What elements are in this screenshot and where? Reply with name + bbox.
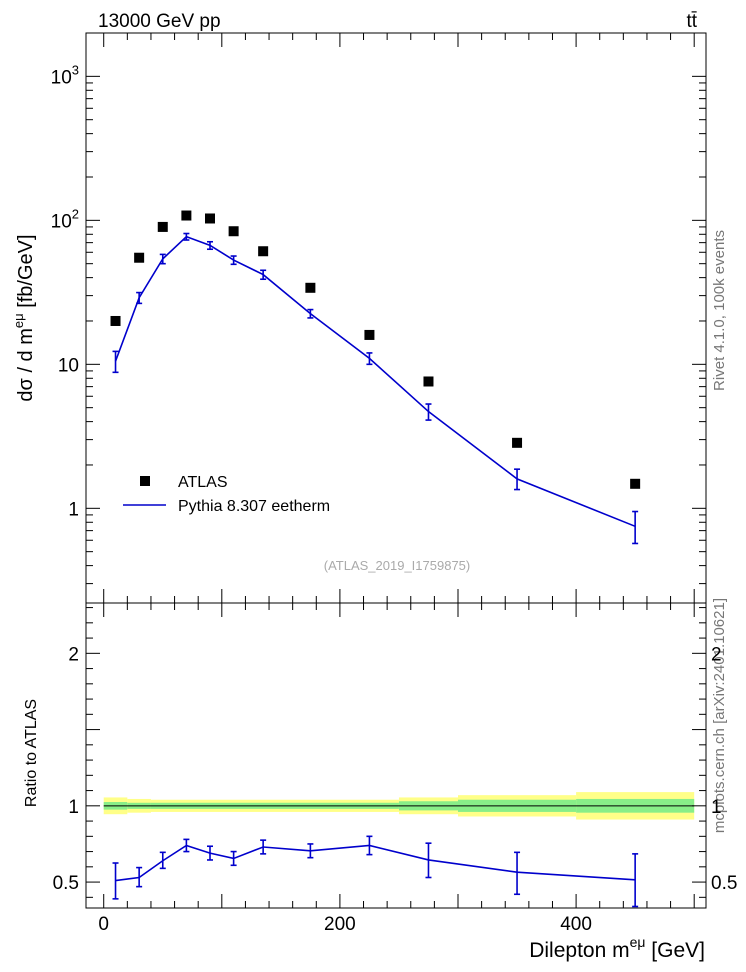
legend-atlas-marker [140, 476, 150, 486]
x-axis-label: Dilepton meμ [GeV] [529, 934, 705, 962]
mc-error-bar [307, 308, 314, 319]
analysis-label: (ATLAS_2019_I1759875) [324, 558, 470, 573]
ratio-y-tick-label-right: 2 [711, 644, 722, 665]
mc-error-bar [207, 240, 213, 251]
header-final-state-label: tt̄ [686, 11, 697, 32]
mc-error-bar [136, 291, 143, 305]
ratio-y-tick-label-left: 0.5 [53, 873, 79, 894]
mc-ratio-error-bar [632, 853, 639, 908]
main-y-axis-label-unit: [fb/GeV] [15, 234, 37, 313]
x-axis-label-text: Dilepton m [529, 939, 629, 962]
x-axis-label-sup: eμ [630, 934, 646, 950]
atlas-data-point [181, 210, 192, 221]
main-y-tick-label-base: 10 [51, 211, 72, 232]
atlas-data-point [630, 478, 641, 489]
x-tick-label: 0 [98, 914, 109, 935]
main-y-tick-label: 102 [51, 206, 79, 232]
main-y-axis-label-text: dσ / d m [15, 328, 37, 401]
ratio-y-tick-label-left: 1 [68, 797, 79, 818]
ratio-y-axis-label: Ratio to ATLAS [23, 699, 40, 807]
atlas-data-point [423, 376, 434, 387]
mc-ratio-error-bar [425, 842, 432, 879]
mc-ratio-error-bar [159, 851, 166, 870]
legend: ATLAS Pythia 8.307 eetherm [123, 474, 330, 515]
atlas-data-point [205, 213, 215, 224]
mc-ratio-error-bar [183, 838, 190, 853]
mc-error-bar [632, 510, 639, 545]
main-y-tick-label-base: 10 [51, 67, 72, 88]
ratio-plot-axes: 0.5 0.5 1 1 2 2 0 200 400 [53, 603, 737, 935]
main-y-axis-label-sup: eμ [11, 313, 26, 328]
rivet-version-label: Rivet 4.1.0, 100k events [711, 230, 728, 391]
ratio-y-tick-label-left: 2 [68, 644, 79, 665]
main-y-axis-label: dσ / d meμ [fb/GeV] [11, 234, 37, 401]
atlas-data-point [157, 221, 168, 232]
ratio-y-tick-label-right: 1 [711, 797, 722, 818]
mc-ratio-line [115, 844, 636, 882]
mc-error-bar [366, 352, 373, 366]
mc-ratio-error-bar [136, 866, 143, 888]
mc-error-bar [183, 232, 190, 241]
mc-ratio-error-bar [514, 851, 521, 896]
mc-error-bar [260, 269, 267, 281]
main-plot-marks [110, 210, 641, 545]
legend-label: Pythia 8.307 eetherm [178, 498, 330, 515]
mc-prediction-line [114, 235, 636, 528]
x-tick-label: 200 [324, 914, 356, 935]
atlas-data-point [228, 226, 239, 237]
legend-label: ATLAS [178, 474, 228, 491]
ratio-plot-marks [103, 792, 695, 908]
header-process-label: 13000 GeV pp [98, 11, 221, 32]
main-y-tick-label-exp: 3 [72, 62, 79, 77]
mc-ratio-error-bar [112, 862, 119, 900]
atlas-data-point [305, 282, 316, 293]
main-y-tick-label: 1 [68, 499, 79, 520]
mc-error-bar [230, 255, 237, 266]
x-axis-label-unit: [GeV] [645, 939, 705, 962]
mc-ratio-error-bar [307, 843, 314, 859]
atlas-data-point [364, 329, 375, 340]
mc-ratio-error-bar [366, 835, 373, 856]
mc-error-bar [425, 403, 432, 421]
ratio-plot-frame [85, 602, 707, 909]
main-y-tick-label: 10 [58, 355, 79, 376]
mc-error-bar [159, 253, 166, 265]
main-y-tick-label: 103 [51, 62, 79, 88]
ratio-plot-panel: 0.5 0.5 1 1 2 2 0 200 400 Ratio to ATLAS Dilepto… [23, 602, 737, 962]
mcplots-credit-label: mcplots.cern.ch [arXiv:2401.10621] [711, 598, 728, 833]
atlas-data-point [512, 437, 523, 448]
mc-ratio-error-bar [207, 845, 213, 861]
mc-ratio-error-bar [230, 850, 237, 867]
atlas-data-point [110, 315, 121, 326]
atlas-data-point [134, 252, 145, 263]
atlas-data-point [258, 246, 269, 257]
mc-ratio-error-bar [260, 839, 267, 855]
main-y-tick-label-exp: 2 [72, 206, 79, 221]
mc-error-bar [112, 350, 119, 374]
mc-error-bar [514, 468, 521, 491]
ratio-y-tick-label-right: 0.5 [711, 873, 737, 894]
x-tick-label: 400 [560, 914, 592, 935]
